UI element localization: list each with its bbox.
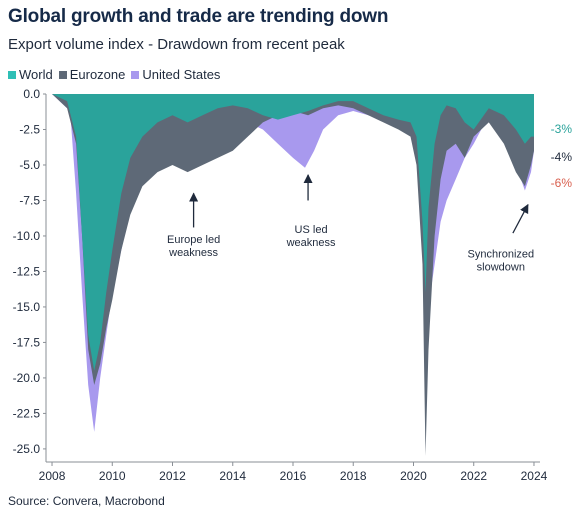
y-tick-label: -20.0 (13, 371, 41, 385)
annotation-text: US led weakness (286, 224, 336, 249)
legend-swatch-united-states (131, 70, 140, 79)
y-tick-label: -12.5 (13, 264, 41, 278)
legend-label-eurozone: Eurozone (69, 67, 126, 82)
y-tick-label: -25.0 (13, 442, 41, 456)
legend-item-eurozone: Eurozone (58, 67, 126, 82)
x-tick-label: 2012 (159, 469, 186, 483)
y-tick-label: 0.0 (23, 87, 40, 101)
chart-subtitle: Export volume index - Drawdown from rece… (8, 36, 345, 53)
y-tick-label: -17.5 (13, 335, 41, 349)
legend-item-united-states: United States (131, 67, 220, 82)
end-label: -6% (551, 176, 573, 190)
x-tick-label: 2020 (400, 469, 427, 483)
y-tick-label: -22.5 (13, 406, 41, 420)
legend-swatch-world (8, 70, 16, 79)
legend-item-world: World (8, 67, 53, 82)
x-tick-label: 2022 (460, 469, 487, 483)
y-tick-label: -15.0 (13, 300, 41, 314)
x-tick-label: 2016 (280, 469, 307, 483)
x-tick-label: 2010 (99, 469, 126, 483)
legend-label-united-states: United States (142, 67, 221, 82)
legend-label-world: World (19, 67, 53, 82)
area-world (52, 94, 534, 371)
legend-swatch-eurozone (58, 70, 67, 79)
y-tick-label: -7.5 (19, 193, 40, 207)
source-note: Source: Convera, Macrobond (8, 494, 165, 508)
y-tick-label: -5.0 (19, 158, 40, 172)
end-label: -4% (551, 150, 573, 164)
chart-title: Global growth and trade are trending dow… (8, 6, 389, 27)
annotation-text: Europe led weakness (167, 234, 220, 259)
y-tick-label: -10.0 (13, 229, 41, 243)
x-tick-label: 2008 (39, 469, 66, 483)
x-tick-label: 2024 (521, 469, 548, 483)
annotation-arrow (512, 203, 529, 234)
x-tick-label: 2014 (219, 469, 246, 483)
annotation-text: Synchronized slowdown (468, 248, 535, 273)
end-label: -3% (551, 122, 573, 136)
y-tick-label: -2.5 (19, 122, 40, 136)
legend: World Eurozone United States (8, 67, 220, 82)
x-tick-label: 2018 (340, 469, 367, 483)
